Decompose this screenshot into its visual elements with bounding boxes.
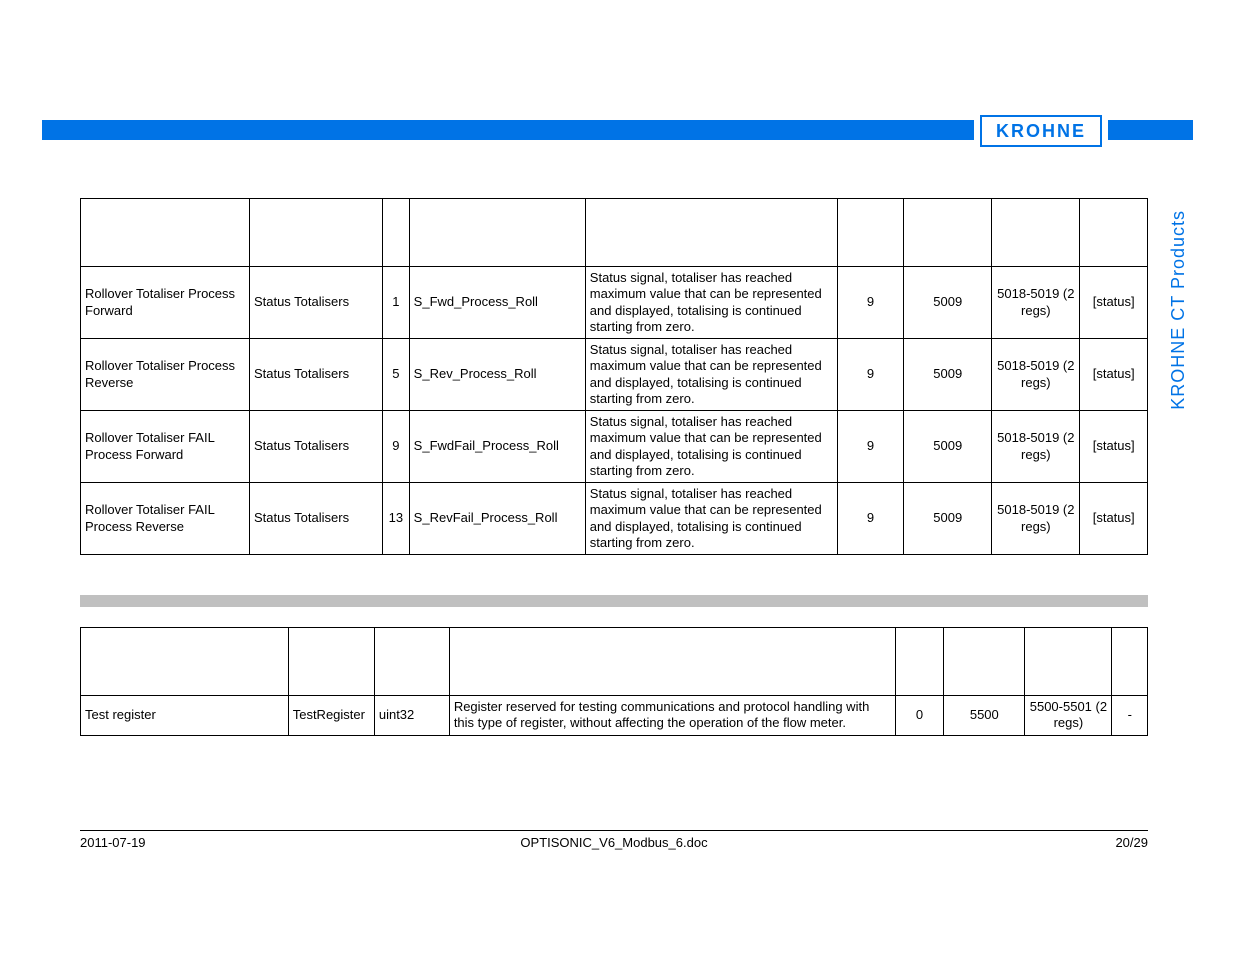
table-cell: 0 bbox=[895, 696, 944, 736]
table-cell: 9 bbox=[383, 411, 410, 483]
header-stripe-right bbox=[1108, 120, 1193, 140]
table-cell: 5500-5501 (2 regs) bbox=[1025, 696, 1112, 736]
table-row: Rollover Totaliser Process ReverseStatus… bbox=[81, 339, 1148, 411]
table-cell: 9 bbox=[837, 483, 904, 555]
table-cell: 5009 bbox=[904, 411, 992, 483]
table-cell: 5018-5019 (2 regs) bbox=[992, 339, 1080, 411]
table-cell: 5 bbox=[383, 339, 410, 411]
table-header-cell bbox=[585, 199, 837, 267]
table-header-cell bbox=[374, 628, 449, 696]
table-header-cell bbox=[837, 199, 904, 267]
table-cell: Status signal, totaliser has reached max… bbox=[585, 339, 837, 411]
table-cell: Status Totalisers bbox=[249, 267, 382, 339]
table-header-cell bbox=[1112, 628, 1148, 696]
table-cell: 5500 bbox=[944, 696, 1025, 736]
table-header-cell bbox=[249, 199, 382, 267]
table-row: Rollover Totaliser FAIL Process ReverseS… bbox=[81, 483, 1148, 555]
table-cell: 5018-5019 (2 regs) bbox=[992, 267, 1080, 339]
table-cell: Rollover Totaliser FAIL Process Reverse bbox=[81, 483, 250, 555]
table-cell: TestRegister bbox=[288, 696, 374, 736]
header-stripe-left bbox=[42, 120, 974, 140]
table-header-row bbox=[81, 628, 1148, 696]
table-cell: 9 bbox=[837, 339, 904, 411]
footer-filename: OPTISONIC_V6_Modbus_6.doc bbox=[520, 835, 707, 850]
table-header-cell bbox=[1080, 199, 1148, 267]
table-cell: 5018-5019 (2 regs) bbox=[992, 483, 1080, 555]
table-header-cell bbox=[904, 199, 992, 267]
table-cell: 5009 bbox=[904, 483, 992, 555]
footer-page: 20/29 bbox=[1115, 835, 1148, 850]
table-cell: 5009 bbox=[904, 339, 992, 411]
table-header-cell bbox=[81, 199, 250, 267]
table-cell: S_Fwd_Process_Roll bbox=[409, 267, 585, 339]
table-cell: Register reserved for testing communicat… bbox=[449, 696, 895, 736]
table-cell: Status Totalisers bbox=[249, 483, 382, 555]
table-cell: [status] bbox=[1080, 411, 1148, 483]
table-cell: [status] bbox=[1080, 339, 1148, 411]
table-cell: 1 bbox=[383, 267, 410, 339]
logo: KROHNE bbox=[980, 115, 1102, 147]
table-cell: Test register bbox=[81, 696, 289, 736]
table-cell: Status signal, totaliser has reached max… bbox=[585, 483, 837, 555]
table-header-cell bbox=[409, 199, 585, 267]
table-row: Rollover Totaliser FAIL Process ForwardS… bbox=[81, 411, 1148, 483]
footer-date: 2011-07-19 bbox=[80, 835, 146, 850]
table-header-cell bbox=[944, 628, 1025, 696]
section-divider bbox=[80, 595, 1148, 607]
table-header-cell bbox=[992, 199, 1080, 267]
table-cell: Status signal, totaliser has reached max… bbox=[585, 411, 837, 483]
header-bar: KROHNE bbox=[42, 120, 1193, 140]
table-cell: Rollover Totaliser FAIL Process Forward bbox=[81, 411, 250, 483]
table-row: Rollover Totaliser Process ForwardStatus… bbox=[81, 267, 1148, 339]
table-header-cell bbox=[81, 628, 289, 696]
page-footer: 2011-07-19 OPTISONIC_V6_Modbus_6.doc 20/… bbox=[80, 830, 1148, 850]
page-content: Rollover Totaliser Process ForwardStatus… bbox=[80, 198, 1148, 736]
table-cell: 5009 bbox=[904, 267, 992, 339]
table-cell: 5018-5019 (2 regs) bbox=[992, 411, 1080, 483]
table-cell: [status] bbox=[1080, 267, 1148, 339]
table-row: Test registerTestRegisteruint32Register … bbox=[81, 696, 1148, 736]
table-status-totalisers: Rollover Totaliser Process ForwardStatus… bbox=[80, 198, 1148, 555]
table-header-cell bbox=[288, 628, 374, 696]
table-header-cell bbox=[383, 199, 410, 267]
table-header-row bbox=[81, 199, 1148, 267]
side-label: KROHNE CT Products bbox=[1168, 210, 1189, 410]
table-header-cell bbox=[895, 628, 944, 696]
table-cell: S_RevFail_Process_Roll bbox=[409, 483, 585, 555]
table-cell: Status signal, totaliser has reached max… bbox=[585, 267, 837, 339]
table-cell: 9 bbox=[837, 267, 904, 339]
table-cell: 13 bbox=[383, 483, 410, 555]
table-cell: Rollover Totaliser Process Reverse bbox=[81, 339, 250, 411]
table-cell: Status Totalisers bbox=[249, 411, 382, 483]
table-header-cell bbox=[449, 628, 895, 696]
table-cell: Rollover Totaliser Process Forward bbox=[81, 267, 250, 339]
table-cell: - bbox=[1112, 696, 1148, 736]
table-cell: [status] bbox=[1080, 483, 1148, 555]
table-cell: 9 bbox=[837, 411, 904, 483]
table-header-cell bbox=[1025, 628, 1112, 696]
table-cell: uint32 bbox=[374, 696, 449, 736]
table-test-register: Test registerTestRegisteruint32Register … bbox=[80, 627, 1148, 736]
table-cell: S_FwdFail_Process_Roll bbox=[409, 411, 585, 483]
table-cell: S_Rev_Process_Roll bbox=[409, 339, 585, 411]
table-cell: Status Totalisers bbox=[249, 339, 382, 411]
